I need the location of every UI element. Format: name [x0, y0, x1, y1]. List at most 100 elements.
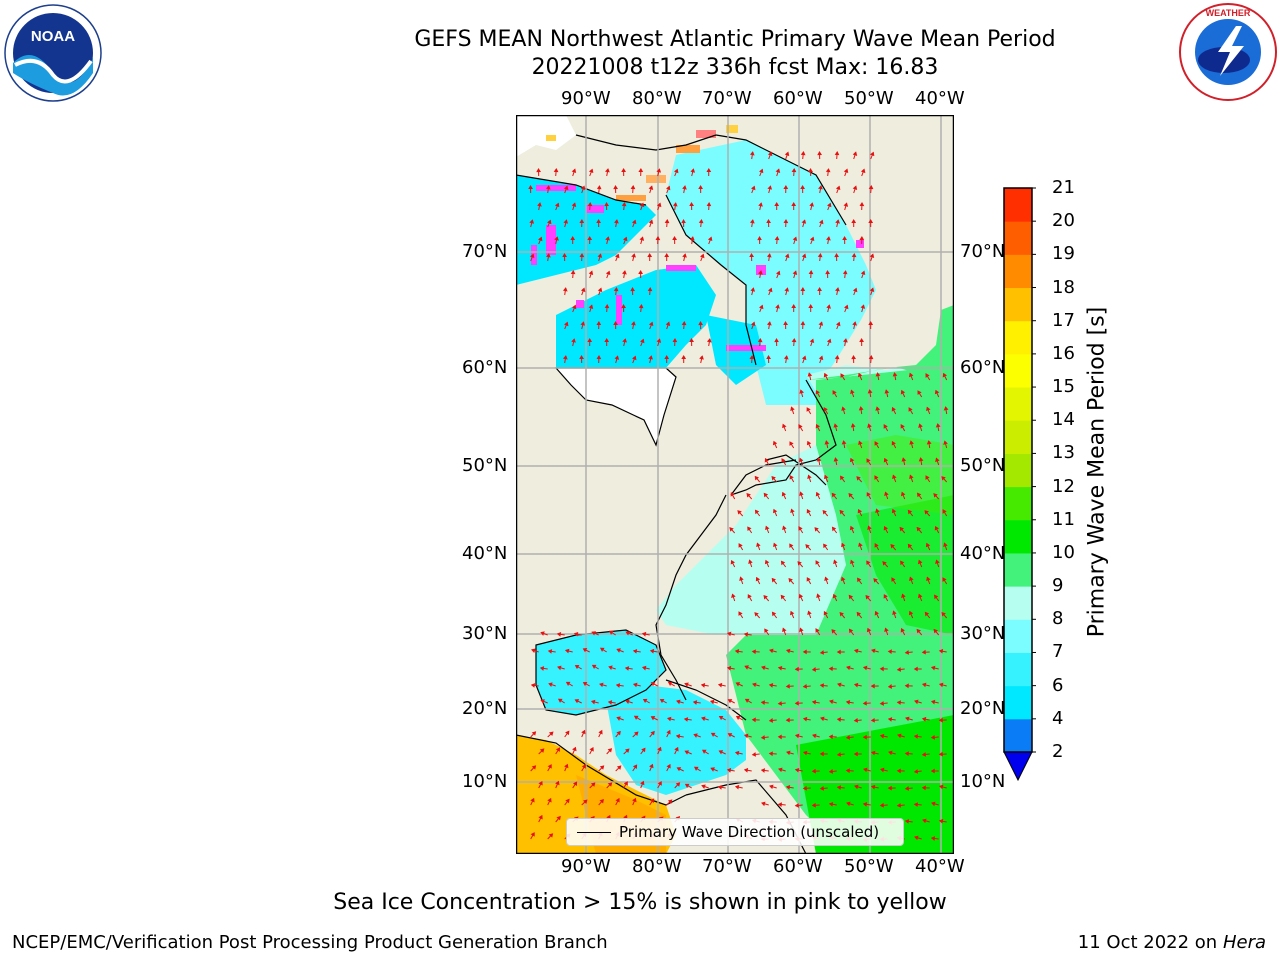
wave-direction-arrowhead [833, 559, 838, 565]
colorbar-segment [1004, 586, 1032, 620]
wave-direction-arrowhead [613, 321, 618, 325]
wave-direction-arrowhead [657, 746, 662, 752]
wave-direction-arrowhead [852, 321, 857, 326]
lon-label-bottom-90w: 90°W [561, 856, 611, 877]
wave-direction-arrowhead [875, 508, 880, 513]
wave-direction-arrowhead [892, 372, 898, 377]
credit-branch: NCEP/EMC/Verification Post Processing Pr… [12, 932, 608, 953]
wave-direction-arrowhead [831, 526, 837, 532]
wave-direction-arrowhead [840, 373, 845, 378]
wave-direction-arrowhead [774, 337, 779, 343]
wave-direction-arrowhead [883, 525, 889, 531]
wave-direction-arrowhead [845, 699, 851, 705]
wave-direction-arrowhead [811, 667, 816, 672]
wave-direction-arrowhead [890, 543, 895, 549]
wave-direction-arrowhead [913, 666, 918, 672]
wave-direction-arrowhead [918, 457, 924, 462]
wave-direction-arrowhead [747, 594, 752, 599]
wave-direction-arrowhead [808, 168, 813, 173]
wave-direction-arrowhead [631, 253, 636, 258]
wave-direction-arrowhead [858, 542, 863, 547]
wave-direction-arrowhead [547, 219, 552, 225]
wave-direction-arrowhead [941, 611, 946, 617]
wave-direction-arrowhead [782, 525, 787, 531]
wave-direction-arrowhead [832, 593, 838, 599]
wave-direction-arrowhead [778, 767, 783, 773]
wave-direction-arrowhead [581, 764, 586, 769]
wave-direction-arrowhead [854, 784, 859, 790]
wave-direction-arrowhead [540, 699, 545, 704]
wave-direction-arrowhead [870, 683, 875, 689]
wave-direction-arrowhead [908, 372, 914, 378]
wave-direction-arrowhead [701, 716, 706, 722]
wave-direction-arrowhead [883, 424, 888, 429]
wave-direction-arrowhead [596, 219, 601, 223]
wave-direction-arrowhead [717, 682, 723, 688]
wave-direction-arrowhead [851, 253, 857, 258]
wave-direction-arrowhead [777, 701, 782, 706]
wave-direction-arrowhead [583, 799, 588, 805]
wave-direction-arrowhead [938, 648, 944, 654]
wave-direction-arrowhead [819, 683, 824, 688]
wave-direction-arrowhead [564, 648, 570, 654]
wave-direction-arrowhead [836, 321, 841, 327]
wave-direction-arrowhead [843, 338, 848, 343]
wave-direction-arrowhead [850, 389, 855, 395]
wave-direction-arrowhead [814, 527, 819, 532]
wave-direction-arrowhead [727, 699, 733, 704]
wave-direction-arrowhead [701, 749, 707, 754]
credit-date-text: 11 Oct 2022 on [1077, 932, 1218, 953]
lon-label-top-90w: 90°W [561, 88, 611, 109]
wave-direction-arrowhead [938, 717, 943, 723]
wave-direction-arrowhead [857, 508, 863, 514]
wave-direction-arrowhead [874, 610, 879, 616]
wave-direction-arrowhead [848, 594, 854, 600]
colorbar-tick-label: 18 [1052, 276, 1075, 298]
wave-direction-arrowhead [938, 784, 944, 790]
wave-direction-arrowhead [802, 785, 807, 791]
wave-direction-arrowhead [608, 665, 613, 671]
wave-direction-arrowhead [650, 730, 655, 736]
wave-direction-arrowhead [887, 649, 892, 655]
wave-direction-arrowhead [630, 287, 635, 292]
wave-direction-arrowhead [574, 664, 580, 670]
wave-direction-arrowhead [681, 355, 687, 359]
wave-direction-arrowhead [899, 526, 904, 532]
wave-direction-arrowhead [799, 627, 804, 633]
wave-direction-arrowhead [599, 682, 604, 688]
wave-direction-arrowhead [562, 253, 568, 257]
caribbean-sea [606, 685, 746, 795]
wave-direction-arrowhead [641, 665, 647, 671]
wave-direction-arrowhead [846, 665, 851, 671]
wave-direction-arrowhead [799, 457, 804, 463]
wave-direction-arrowhead [819, 219, 824, 225]
wave-direction-arrowhead [866, 492, 871, 497]
wave-direction-arrowhead [734, 750, 740, 756]
wave-direction-arrowhead [850, 423, 856, 428]
wave-direction-arrowhead [616, 716, 621, 721]
wave-direction-arrowhead [530, 832, 535, 837]
wave-direction-arrowhead [767, 185, 773, 190]
wave-direction-arrowhead [794, 700, 799, 706]
wave-direction-arrowhead [706, 168, 712, 172]
wave-direction-arrowhead [935, 423, 941, 428]
wave-direction-arrowhead [760, 768, 766, 773]
wave-direction-arrowhead [693, 766, 699, 771]
wave-direction-arrowhead [768, 718, 773, 723]
wave-direction-arrowhead [682, 253, 687, 258]
lon-label-top-70w: 70°W [702, 88, 752, 109]
wave-direction-arrowhead [834, 151, 840, 156]
wave-direction-arrowhead [588, 168, 594, 174]
wave-direction-arrowhead [935, 457, 940, 463]
wave-direction-arrowhead [896, 803, 901, 808]
wave-direction-arrowhead [823, 407, 828, 412]
wave-direction-arrowhead [744, 698, 750, 703]
wave-direction-arrowhead [891, 577, 896, 582]
colorbar-segment [1004, 486, 1032, 521]
wave-direction-arrowhead [938, 751, 943, 757]
wave-direction-arrowhead [789, 475, 794, 480]
lon-label-bottom-40w: 40°W [915, 856, 965, 877]
wave-direction-arrowhead [871, 648, 876, 654]
wave-direction-arrowhead [699, 355, 704, 360]
wave-direction-arrowhead [802, 649, 807, 655]
